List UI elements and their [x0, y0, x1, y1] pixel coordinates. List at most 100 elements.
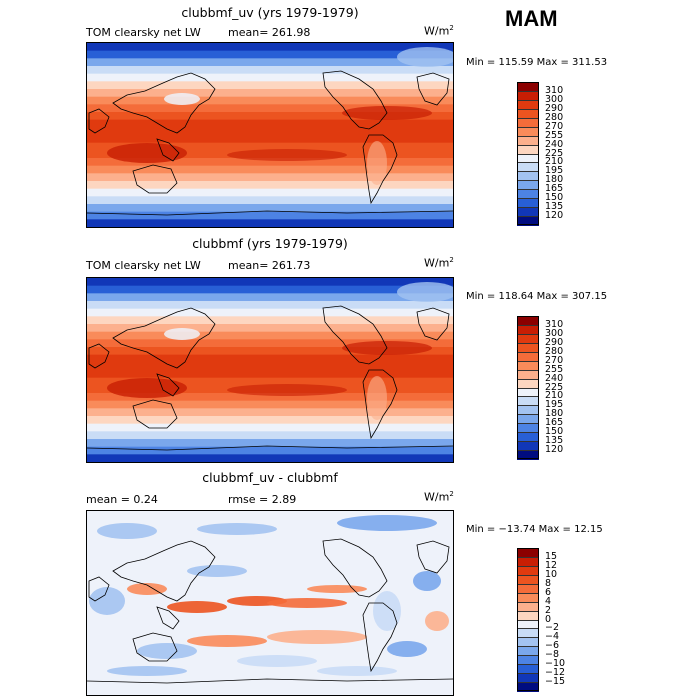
map-band — [87, 188, 453, 197]
map-band — [87, 158, 453, 167]
map-band — [87, 135, 453, 144]
colorbar-tick-label: 195 — [545, 399, 564, 411]
map-anomaly — [267, 598, 347, 608]
map-coastline — [87, 210, 453, 216]
colorbar-tick-label: −10 — [545, 658, 566, 670]
map-anomaly — [373, 591, 401, 631]
map-band — [87, 165, 453, 174]
map-band — [87, 142, 453, 151]
panel-2-map — [86, 277, 454, 463]
map-coastline — [112, 72, 216, 134]
map-coastline — [88, 108, 110, 134]
map-band — [87, 73, 453, 82]
colorbar-tick-label: 225 — [545, 381, 564, 393]
map-anomaly — [425, 611, 449, 631]
colorbar-tick-label: 4 — [545, 595, 552, 607]
map-band — [87, 43, 453, 52]
map-antarctic — [87, 685, 453, 695]
panel-1-colorbar: 310 300 290 280 270 255 240 225 210 195 180 165 150 1… — [517, 82, 563, 226]
colorbar-tick-label: 240 — [545, 138, 564, 150]
map-band — [87, 339, 453, 348]
map-anomaly — [127, 583, 167, 595]
panel-2-minmax: Min = 118.64 Max = 307.15 — [466, 291, 608, 302]
panel-3-units: W/m2 — [424, 490, 454, 504]
map-coastline — [132, 164, 178, 194]
map-band — [87, 454, 453, 462]
colorbar-swatch — [517, 441, 539, 452]
map-coastline — [88, 576, 110, 602]
map-band — [87, 127, 453, 136]
map-anomaly — [267, 630, 367, 644]
colorbar-swatch — [517, 628, 539, 639]
colorbar-tick-label: 180 — [545, 174, 564, 186]
map-band — [87, 96, 453, 105]
colorbar-tick-label: 240 — [545, 372, 564, 384]
map-coastline — [88, 343, 110, 369]
colorbar-tick-label: 310 — [545, 318, 564, 330]
colorbar-swatch — [517, 153, 539, 164]
colorbar-tick-label: 120 — [545, 210, 564, 222]
map-coastline — [132, 632, 178, 662]
colorbar-tick-label: 310 — [545, 84, 564, 96]
colorbar-tick-label: 300 — [545, 327, 564, 339]
colorbar-tick-label: 165 — [545, 417, 564, 429]
panel-3-rmse: rmse = 2.89 — [228, 493, 297, 506]
map-coastline — [87, 678, 453, 684]
colorbar-swatch — [517, 99, 539, 110]
colorbar-swatch — [517, 619, 539, 630]
map-coastline — [132, 399, 178, 429]
map-feature — [164, 93, 200, 105]
map-band — [87, 354, 453, 363]
season-label: MAM — [505, 6, 558, 31]
colorbar-swatch — [517, 592, 539, 603]
map-coastline — [416, 307, 450, 341]
map-coastline — [416, 72, 450, 106]
map-anomaly — [107, 666, 187, 676]
map-band — [87, 347, 453, 356]
colorbar-swatch — [517, 378, 539, 389]
colorbar-swatch — [517, 207, 539, 218]
map-band — [87, 324, 453, 333]
colorbar-swatch — [517, 324, 539, 335]
map-band — [87, 423, 453, 432]
colorbar-tick-label: 0 — [545, 613, 552, 625]
colorbar-tick-label: 280 — [545, 111, 564, 123]
panel-1-map-svg — [87, 43, 453, 227]
panel-1-mean: mean= 261.98 — [228, 26, 311, 39]
map-band — [87, 204, 453, 213]
colorbar-tick-label: 150 — [545, 192, 564, 204]
map-feature — [227, 384, 347, 396]
colorbar-swatch — [517, 405, 539, 416]
colorbar-swatch — [517, 171, 539, 182]
colorbar-tick-label: 120 — [545, 444, 564, 456]
map-band — [87, 211, 453, 220]
colorbar-swatch — [517, 189, 539, 200]
colorbar-swatch — [517, 117, 539, 128]
map-feature — [227, 149, 347, 161]
colorbar-swatch — [517, 664, 539, 675]
colorbar-tick-label: −2 — [545, 622, 560, 634]
colorbar-tick-label: 15 — [545, 550, 558, 562]
map-band — [87, 301, 453, 310]
colorbar-swatch — [517, 90, 539, 101]
panel-3-minmax: Min = −13.74 Max = 12.15 — [466, 524, 603, 535]
map-coastline — [416, 540, 450, 574]
panel-2-title: clubbmf (yrs 1979-1979) — [192, 236, 348, 251]
colorbar-swatch — [517, 556, 539, 567]
colorbar-tick-label: 255 — [545, 129, 564, 141]
colorbar-swatch — [517, 162, 539, 173]
map-coastline — [362, 369, 398, 440]
colorbar-tick-label: 255 — [545, 363, 564, 375]
map-band — [87, 104, 453, 113]
colorbar-tick-label: 290 — [545, 102, 564, 114]
map-anomaly — [137, 643, 197, 659]
map-feature — [367, 376, 387, 420]
map-feature — [164, 328, 200, 340]
colorbar-swatch — [517, 423, 539, 434]
map-band — [87, 370, 453, 379]
colorbar-tick-label: −4 — [545, 631, 560, 643]
colorbar-swatch — [517, 601, 539, 612]
map-anomaly — [187, 635, 267, 647]
colorbar-tick-label: −8 — [545, 649, 560, 661]
map-band — [87, 431, 453, 440]
